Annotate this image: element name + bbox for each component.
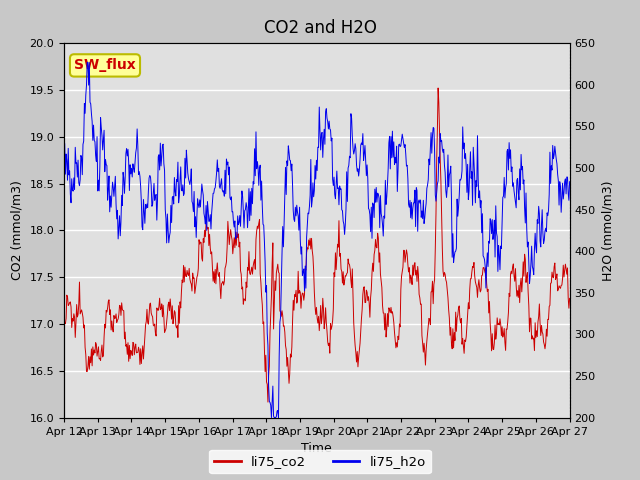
Y-axis label: CO2 (mmol/m3): CO2 (mmol/m3) [11, 180, 24, 280]
X-axis label: Time: Time [301, 442, 332, 455]
Legend: li75_co2, li75_h2o: li75_co2, li75_h2o [209, 450, 431, 473]
Y-axis label: H2O (mmol/m3): H2O (mmol/m3) [601, 180, 614, 281]
Text: SW_flux: SW_flux [74, 59, 136, 72]
Text: CO2 and H2O: CO2 and H2O [264, 19, 376, 37]
